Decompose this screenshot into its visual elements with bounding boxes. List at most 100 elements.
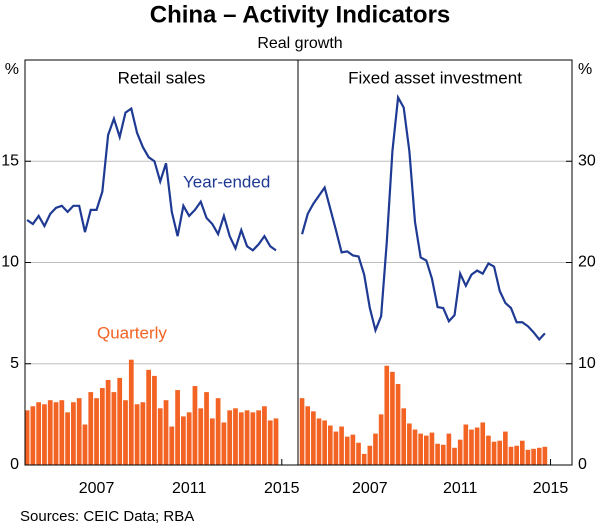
- bar: [267, 420, 273, 465]
- bar: [384, 365, 390, 465]
- bar: [53, 402, 59, 465]
- chart-title: China – Activity Indicators: [150, 1, 451, 28]
- bar: [536, 447, 542, 465]
- bar: [305, 406, 311, 465]
- bar: [378, 414, 384, 465]
- bar: [344, 436, 350, 465]
- bar: [175, 390, 180, 465]
- bar: [356, 442, 361, 465]
- bar: [181, 416, 186, 465]
- bar: [469, 429, 474, 465]
- bar: [186, 412, 192, 465]
- y-axis-label: %: [5, 61, 19, 78]
- bar: [94, 398, 99, 465]
- x-tick-label: 2015: [533, 480, 569, 497]
- bar: [435, 443, 440, 465]
- bar: [333, 431, 339, 465]
- bar: [198, 408, 204, 465]
- bar: [192, 386, 198, 465]
- y-axis-label: %: [578, 61, 592, 78]
- bar: [59, 400, 65, 465]
- bar: [395, 384, 401, 465]
- bar: [480, 422, 486, 465]
- bar: [446, 433, 452, 465]
- series-label: Quarterly: [97, 323, 167, 342]
- x-tick-label: 2011: [443, 480, 478, 497]
- bar: [140, 402, 146, 465]
- bar: [30, 406, 36, 465]
- series-label: Year-ended: [183, 172, 270, 191]
- bar: [367, 445, 373, 465]
- bar: [311, 411, 316, 465]
- y-tick-label: 0: [578, 456, 587, 473]
- bar: [262, 406, 267, 465]
- bar: [486, 435, 491, 465]
- y-tick-label: 15: [1, 152, 19, 169]
- bar: [111, 392, 117, 465]
- bar: [508, 446, 514, 465]
- bar: [128, 359, 134, 465]
- bar: [503, 431, 508, 465]
- bar: [497, 440, 503, 465]
- y-tick-label: 10: [1, 254, 19, 271]
- bar: [163, 400, 169, 465]
- bar: [452, 447, 457, 465]
- bar: [256, 410, 262, 465]
- bar: [47, 400, 53, 465]
- bar: [152, 375, 157, 465]
- bar: [71, 402, 76, 465]
- x-tick-label: 2015: [264, 480, 300, 497]
- line: [301, 93, 546, 342]
- bar: [316, 418, 322, 465]
- panel-title: Retail sales: [118, 68, 206, 87]
- bar: [76, 398, 82, 465]
- bar: [204, 392, 209, 465]
- bar: [273, 418, 279, 465]
- bar: [42, 404, 47, 465]
- bar: [221, 422, 227, 465]
- bar: [361, 453, 367, 465]
- bar: [169, 426, 175, 465]
- bar: [423, 435, 429, 465]
- bar: [24, 410, 30, 465]
- bar: [327, 425, 333, 465]
- bar: [134, 404, 140, 465]
- bar: [36, 402, 42, 465]
- bar: [227, 410, 233, 465]
- bar: [250, 412, 256, 465]
- bar: [322, 420, 327, 465]
- y-tick-label: 0: [10, 456, 19, 473]
- bar: [244, 410, 250, 465]
- bar: [238, 412, 244, 465]
- y-tick-label: 5: [10, 355, 19, 372]
- chart-subtitle: Real growth: [257, 35, 342, 52]
- bar: [88, 392, 94, 465]
- bar: [531, 448, 536, 465]
- bar: [514, 445, 519, 465]
- bar: [339, 426, 344, 465]
- x-tick-label: 2007: [79, 480, 115, 497]
- y-tick-label: 20: [578, 254, 596, 271]
- bar: [157, 408, 163, 465]
- line: [26, 106, 277, 252]
- bar: [117, 377, 123, 465]
- bar: [299, 398, 305, 465]
- bar: [401, 408, 407, 465]
- bar: [99, 388, 105, 465]
- bar: [429, 432, 435, 465]
- bar: [146, 369, 152, 465]
- bar: [215, 398, 221, 465]
- source: Sources: CEIC Data; RBA: [20, 508, 194, 525]
- bar: [519, 440, 525, 465]
- bar: [525, 449, 531, 465]
- bar: [474, 427, 480, 465]
- bar: [491, 441, 497, 465]
- bar: [82, 424, 88, 465]
- y-tick-label: 30: [578, 152, 596, 169]
- panel-title: Fixed asset investment: [348, 68, 522, 87]
- bar: [209, 418, 215, 465]
- bar: [463, 424, 469, 465]
- bar: [407, 423, 412, 465]
- bar: [373, 433, 378, 465]
